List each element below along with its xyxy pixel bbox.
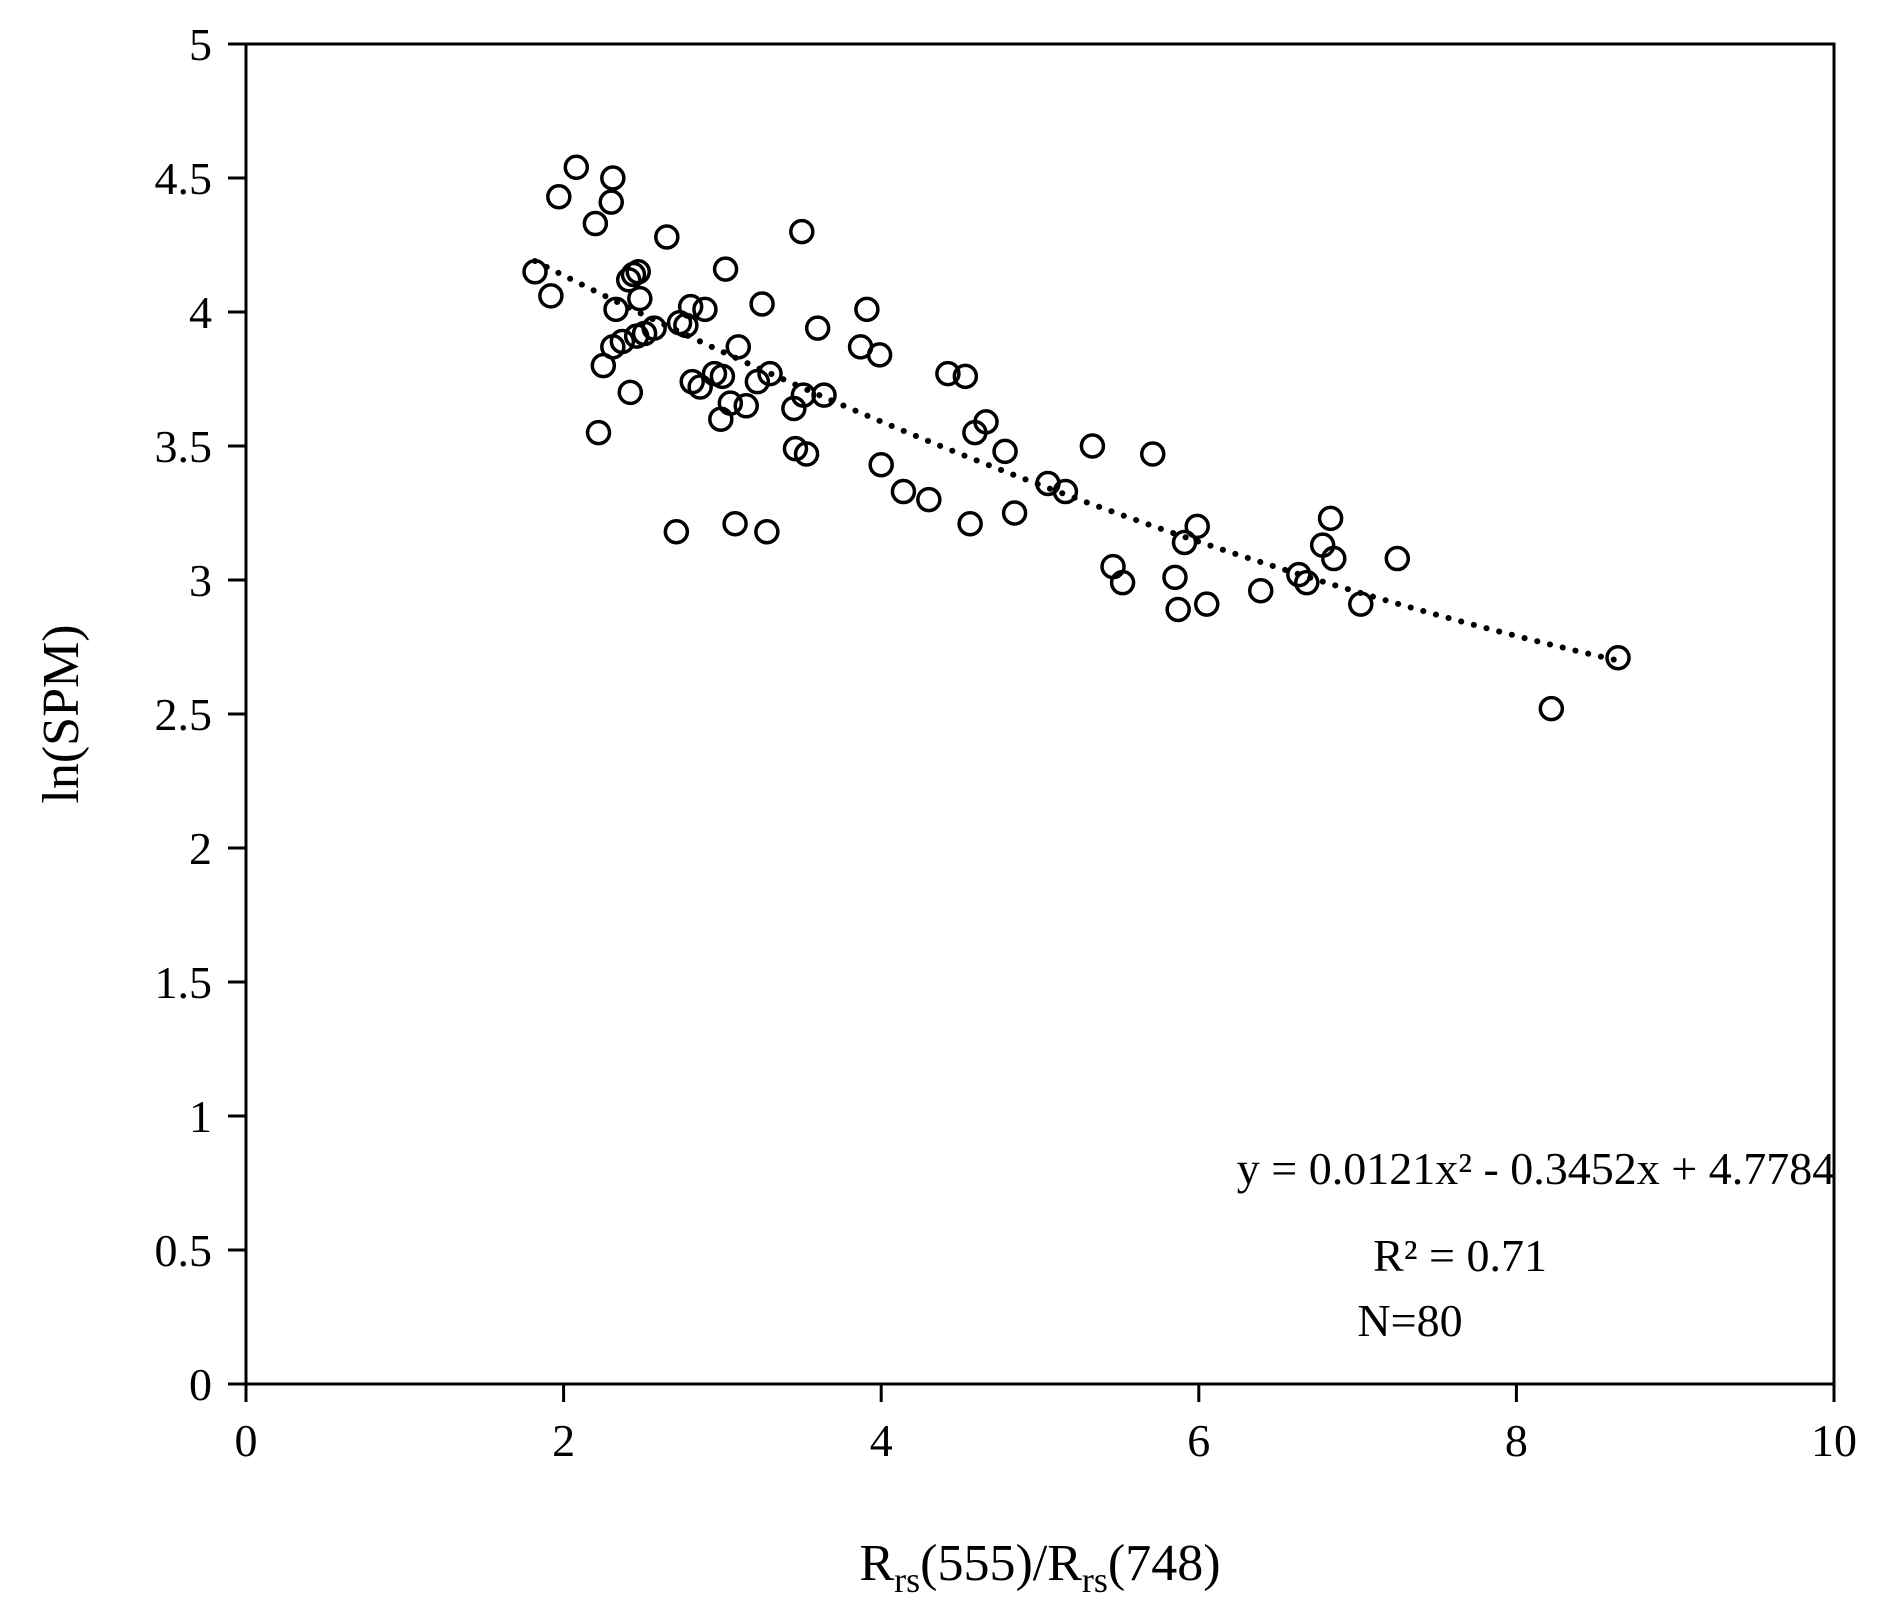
data-point bbox=[757, 360, 783, 387]
x-tick-label: 0 bbox=[235, 1415, 258, 1466]
data-point bbox=[617, 379, 644, 406]
data-point bbox=[1286, 561, 1312, 588]
x-tick-label: 2 bbox=[552, 1415, 575, 1466]
y-tick-label: 2.5 bbox=[155, 689, 213, 740]
data-point bbox=[1184, 513, 1210, 540]
x-tick-label: 6 bbox=[1187, 1415, 1210, 1466]
data-point bbox=[582, 210, 609, 237]
trendline bbox=[532, 258, 1621, 664]
data-point bbox=[1052, 478, 1079, 505]
data-point bbox=[973, 409, 999, 435]
x-axis-title: Rrs(555)/Rrs(748) bbox=[859, 1535, 1220, 1600]
data-point bbox=[952, 363, 979, 390]
y-tick-label: 3.5 bbox=[155, 421, 213, 472]
data-point bbox=[744, 368, 771, 395]
data-point bbox=[1317, 505, 1344, 532]
data-point bbox=[1348, 591, 1374, 617]
y-tick-label: 0.5 bbox=[155, 1225, 213, 1276]
data-point bbox=[1001, 500, 1028, 526]
data-point bbox=[789, 218, 815, 245]
data-point bbox=[992, 438, 1018, 465]
data-point bbox=[709, 363, 736, 390]
data-point bbox=[1171, 529, 1198, 556]
data-point bbox=[677, 293, 704, 320]
data-point bbox=[722, 510, 748, 537]
data-point bbox=[687, 374, 713, 400]
data-point bbox=[563, 154, 590, 181]
x-tick-label: 10 bbox=[1811, 1415, 1857, 1466]
data-point bbox=[673, 312, 699, 339]
data-point bbox=[522, 259, 548, 285]
data-point bbox=[890, 478, 917, 505]
y-tick-label: 4 bbox=[189, 287, 212, 338]
data-point bbox=[1321, 545, 1347, 572]
sample-size-label: N=80 bbox=[1357, 1295, 1462, 1346]
data-point bbox=[1079, 433, 1106, 459]
data-point bbox=[1165, 596, 1191, 623]
data-point bbox=[609, 328, 636, 355]
y-tick-label: 2 bbox=[189, 823, 212, 874]
y-tick-label: 3 bbox=[189, 555, 212, 606]
data-point bbox=[868, 452, 894, 478]
r-squared-label: R² = 0.71 bbox=[1373, 1230, 1547, 1281]
y-axis: 0 0.5 1 1.5 2 2.5 3 3.5 4 4.5 5 bbox=[155, 19, 246, 1410]
y-tick-label: 4.5 bbox=[155, 153, 213, 204]
data-point bbox=[1162, 564, 1188, 591]
data-point bbox=[754, 519, 780, 545]
data-point bbox=[538, 283, 564, 309]
data-point bbox=[1109, 569, 1136, 596]
data-point bbox=[598, 189, 624, 215]
data-point bbox=[957, 510, 983, 537]
data-point bbox=[1538, 695, 1565, 722]
equation-label: y = 0.0121x² - 0.3452x + 4.7784 bbox=[1237, 1143, 1836, 1194]
data-point bbox=[1139, 441, 1166, 467]
data-point bbox=[627, 285, 653, 312]
data-point bbox=[935, 360, 961, 387]
data-point bbox=[793, 441, 820, 467]
x-axis: 0 2 4 6 8 10 bbox=[235, 1384, 1857, 1466]
data-point bbox=[1294, 569, 1320, 596]
x-tick-label: 8 bbox=[1505, 1415, 1528, 1466]
data-point bbox=[625, 259, 651, 285]
data-point bbox=[866, 342, 893, 368]
data-point bbox=[1605, 644, 1631, 671]
data-point bbox=[600, 165, 626, 191]
data-point bbox=[916, 486, 942, 513]
data-point bbox=[654, 224, 680, 250]
data-point bbox=[692, 296, 718, 323]
x-tick-label: 4 bbox=[870, 1415, 893, 1466]
data-point bbox=[641, 315, 667, 341]
data-point bbox=[663, 519, 690, 545]
data-point bbox=[749, 291, 775, 317]
data-point bbox=[1247, 577, 1274, 604]
data-point bbox=[603, 296, 629, 323]
data-point bbox=[1384, 545, 1411, 572]
y-tick-label: 1.5 bbox=[155, 957, 213, 1008]
data-point bbox=[725, 334, 752, 360]
data-point bbox=[804, 315, 831, 341]
y-tick-label: 1 bbox=[189, 1091, 212, 1142]
data-point bbox=[585, 419, 612, 446]
data-point bbox=[854, 296, 880, 323]
data-point bbox=[717, 390, 744, 416]
y-tick-label: 0 bbox=[189, 1359, 212, 1410]
data-points bbox=[522, 154, 1631, 722]
y-axis-title: ln(SPM) bbox=[33, 624, 90, 803]
data-point bbox=[811, 382, 837, 408]
data-point bbox=[733, 393, 759, 419]
data-point bbox=[712, 256, 739, 282]
data-point bbox=[546, 184, 572, 210]
y-tick-label: 5 bbox=[189, 19, 212, 70]
data-point bbox=[1193, 591, 1220, 617]
